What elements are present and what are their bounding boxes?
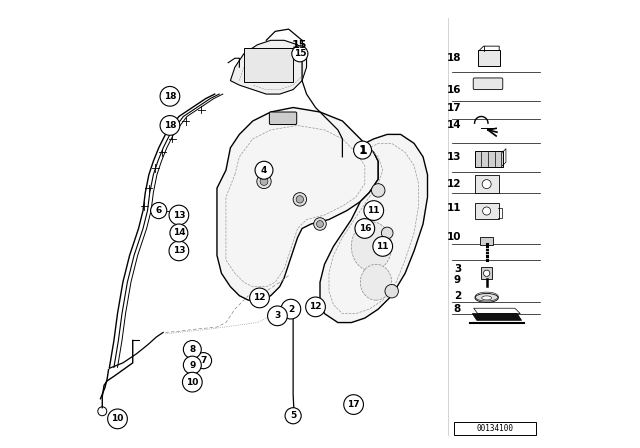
Text: 13: 13 [447,152,461,162]
Text: 11: 11 [447,203,461,213]
FancyBboxPatch shape [269,112,297,125]
Circle shape [255,161,273,179]
Circle shape [169,241,189,261]
Circle shape [250,288,269,308]
Text: 12: 12 [447,179,461,189]
Text: 9: 9 [454,275,461,285]
Circle shape [182,372,202,392]
Text: 13: 13 [173,246,185,255]
Text: 8: 8 [454,304,461,314]
Circle shape [364,201,383,220]
FancyBboxPatch shape [475,151,503,167]
Text: 12: 12 [253,293,266,302]
Circle shape [160,86,180,106]
Text: 13: 13 [173,211,185,220]
Circle shape [306,297,325,317]
Text: 3: 3 [454,264,461,274]
Circle shape [381,227,393,239]
Text: 7: 7 [200,356,207,365]
Circle shape [371,184,385,197]
Text: 10: 10 [186,378,198,387]
Text: 1: 1 [358,143,367,157]
Text: 8: 8 [189,345,195,354]
Text: 2: 2 [454,291,461,301]
Circle shape [296,196,303,203]
Text: 2: 2 [288,305,294,314]
FancyBboxPatch shape [244,48,293,82]
Circle shape [373,237,392,256]
Circle shape [484,270,490,276]
Text: 18: 18 [164,92,176,101]
FancyBboxPatch shape [475,203,499,219]
Circle shape [292,46,308,62]
Circle shape [281,299,301,319]
Circle shape [195,353,212,369]
Circle shape [344,395,364,414]
Circle shape [289,417,296,423]
Polygon shape [217,108,378,300]
Circle shape [355,219,374,238]
FancyBboxPatch shape [481,267,493,279]
Circle shape [169,205,189,225]
Circle shape [293,193,307,206]
Text: 16: 16 [358,224,371,233]
Text: 9: 9 [189,361,195,370]
Text: 00134100: 00134100 [476,424,513,433]
Ellipse shape [351,222,392,271]
Circle shape [260,177,268,185]
Text: 18: 18 [164,121,176,130]
Text: 11: 11 [367,206,380,215]
Text: 17: 17 [348,400,360,409]
Circle shape [268,306,287,326]
Text: 15: 15 [294,49,306,58]
Circle shape [150,202,167,219]
Text: 10: 10 [447,233,461,242]
FancyBboxPatch shape [475,175,499,193]
Circle shape [482,180,491,189]
Text: 12: 12 [309,302,322,311]
Text: 11: 11 [376,242,389,251]
Circle shape [183,340,201,358]
Ellipse shape [482,296,492,300]
Text: 1: 1 [360,146,365,155]
FancyBboxPatch shape [478,50,500,66]
Circle shape [285,408,301,424]
FancyBboxPatch shape [481,237,493,245]
Text: 3: 3 [275,311,280,320]
Circle shape [108,409,127,429]
FancyBboxPatch shape [473,78,503,90]
Circle shape [317,220,323,228]
Polygon shape [230,40,307,94]
Circle shape [314,218,326,230]
Text: 17: 17 [447,103,461,112]
Text: 14: 14 [173,228,185,237]
Text: 16: 16 [447,85,461,95]
Polygon shape [472,314,522,320]
Circle shape [170,224,188,242]
Text: 14: 14 [447,121,461,130]
Circle shape [483,207,491,215]
Polygon shape [320,134,428,323]
Ellipse shape [360,264,392,300]
Circle shape [354,141,371,159]
Circle shape [257,174,271,189]
Text: 10: 10 [111,414,124,423]
Text: 18: 18 [447,53,461,63]
Circle shape [183,356,201,374]
Text: 15: 15 [291,40,307,50]
Text: 6: 6 [156,206,162,215]
Circle shape [160,116,180,135]
Text: 5: 5 [290,411,296,420]
Circle shape [385,284,398,298]
Ellipse shape [475,293,499,302]
Text: 4: 4 [261,166,267,175]
